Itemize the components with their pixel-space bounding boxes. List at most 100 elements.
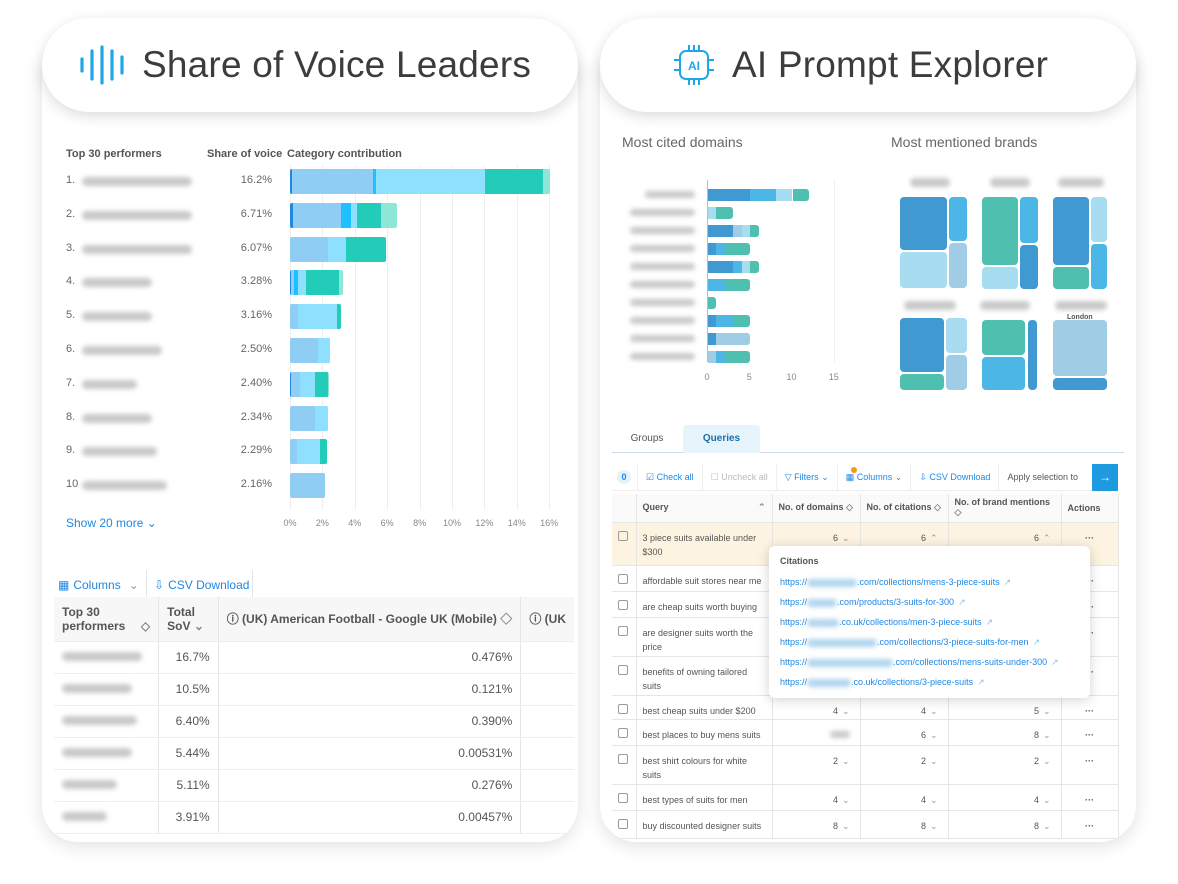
domain-bar[interactable] bbox=[708, 207, 734, 219]
row-checkbox[interactable] bbox=[612, 719, 637, 746]
brand-mentions-cell[interactable]: 8 ⌄ bbox=[948, 719, 1062, 746]
actions-menu-button[interactable]: ··· bbox=[1061, 784, 1119, 811]
uncheck-all-button[interactable]: ☐ Uncheck all bbox=[701, 463, 776, 491]
tab-queries[interactable]: Queries bbox=[683, 425, 760, 453]
checkbox[interactable] bbox=[618, 703, 628, 714]
treemap-cell[interactable] bbox=[1020, 245, 1038, 289]
domain-bar[interactable] bbox=[708, 315, 751, 327]
treemap-cell[interactable] bbox=[900, 252, 947, 288]
citations-cell[interactable]: 6 ⌄ bbox=[860, 719, 949, 746]
citation-link[interactable]: https:// .co.uk/collections/men-3-piece-s… bbox=[780, 612, 1079, 632]
checkbox[interactable] bbox=[618, 530, 628, 541]
treemap-cell[interactable] bbox=[1020, 197, 1038, 243]
treemap-cell[interactable] bbox=[900, 374, 944, 390]
row-checkbox[interactable] bbox=[612, 784, 637, 811]
checkbox[interactable] bbox=[618, 727, 628, 738]
domain-bar[interactable] bbox=[708, 333, 751, 345]
citation-link[interactable]: https:// .com/collections/3-piece-suits-f… bbox=[780, 632, 1079, 652]
treemap-cell[interactable] bbox=[946, 355, 967, 390]
table-row[interactable]: best shirt colours for white suits 2 ⌄ 2 ⌄ 2 ⌄… bbox=[612, 745, 1119, 785]
citation-link[interactable]: https:// .co.uk/collections/3-piece-suits… bbox=[780, 672, 1079, 692]
row-checkbox[interactable] bbox=[612, 591, 637, 618]
treemap-cell[interactable] bbox=[982, 267, 1018, 289]
domain-bar[interactable] bbox=[708, 261, 759, 273]
treemap-cell[interactable] bbox=[982, 197, 1018, 265]
brand-mentions-cell[interactable]: 5 ⌄ bbox=[948, 695, 1062, 720]
row-checkbox[interactable] bbox=[612, 695, 637, 720]
table-row[interactable]: best places to buy mens suits 6 ⌄ 8 ⌄ ··· bbox=[612, 719, 1119, 746]
treemap-cell[interactable] bbox=[1091, 197, 1107, 242]
treemap-cell[interactable] bbox=[900, 197, 947, 250]
checkbox[interactable] bbox=[618, 818, 628, 829]
domain-bar[interactable] bbox=[708, 297, 717, 309]
table-row[interactable]: 16.7% 0.476% bbox=[54, 641, 574, 674]
citation-link[interactable]: https:// .com/products/3-suits-for-300 ↗ bbox=[780, 592, 1079, 612]
domain-bar[interactable] bbox=[708, 279, 751, 291]
treemap-cell[interactable] bbox=[900, 318, 944, 372]
table-row[interactable]: 10.5% 0.121% bbox=[54, 673, 574, 706]
sov-bar[interactable] bbox=[290, 473, 325, 499]
table-row[interactable]: buy discounted designer suits 8 ⌄ 8 ⌄ 8 ⌄ ··· bbox=[612, 810, 1119, 839]
check-all-button[interactable]: ☑ Check all bbox=[637, 463, 702, 491]
checkbox[interactable] bbox=[618, 599, 628, 610]
citations-cell[interactable]: 8 ⌄ bbox=[860, 810, 949, 839]
sov-bar[interactable] bbox=[290, 169, 551, 194]
treemap-cell[interactable] bbox=[982, 357, 1025, 390]
domain-bar[interactable] bbox=[708, 189, 810, 201]
citations-cell[interactable]: 4 ⌄ bbox=[860, 784, 949, 811]
columns-button[interactable]: ▦ Columns ⌄ bbox=[58, 572, 139, 598]
brand-mentions-cell[interactable]: 8 ⌄ bbox=[948, 810, 1062, 839]
table-row[interactable]: 5.11% 0.276% bbox=[54, 769, 574, 802]
th-citations[interactable]: No. of citations ◇ bbox=[860, 494, 949, 523]
th-query[interactable]: Query ⌃ bbox=[636, 494, 773, 523]
treemap-cell[interactable] bbox=[949, 243, 967, 288]
th-brand-mentions[interactable]: No. of brand mentions ◇ bbox=[948, 494, 1062, 523]
table-row[interactable]: 5.44% 0.00531% bbox=[54, 737, 574, 770]
treemap-cell[interactable] bbox=[1028, 320, 1037, 390]
apply-arrow-button[interactable]: → bbox=[1092, 463, 1118, 491]
th-total-sov[interactable]: Total SoV ⌄ bbox=[158, 597, 219, 642]
treemap-cell[interactable] bbox=[1053, 197, 1089, 265]
sov-bar[interactable] bbox=[290, 405, 329, 431]
columns-button[interactable]: ▦ Columns ⌄ bbox=[836, 463, 911, 491]
actions-menu-button[interactable]: ··· bbox=[1061, 695, 1119, 720]
domain-bar[interactable] bbox=[708, 351, 751, 363]
sov-bar[interactable] bbox=[290, 236, 387, 262]
row-checkbox[interactable] bbox=[612, 745, 637, 785]
table-row[interactable]: 3.91% 0.00457% bbox=[54, 801, 574, 834]
sov-bar[interactable] bbox=[290, 304, 342, 330]
csv-download-button[interactable]: ⇩ CSV Download bbox=[154, 572, 249, 598]
domains-cell[interactable]: 4 ⌄ bbox=[772, 695, 861, 720]
treemap-cell[interactable] bbox=[982, 320, 1025, 355]
treemap-cell[interactable] bbox=[949, 197, 967, 241]
brand-mentions-cell[interactable]: 4 ⌄ bbox=[948, 784, 1062, 811]
domains-cell[interactable]: 4 ⌄ bbox=[772, 784, 861, 811]
citation-link[interactable]: https:// .com/collections/mens-3-piece-su… bbox=[780, 572, 1079, 592]
treemap-cell[interactable] bbox=[1091, 244, 1107, 289]
domain-bar[interactable] bbox=[708, 243, 751, 255]
show-more-link[interactable]: Show 20 more ⌄ bbox=[66, 516, 157, 530]
sov-bar[interactable] bbox=[290, 270, 343, 296]
tab-groups[interactable]: Groups bbox=[630, 433, 664, 444]
domain-bar[interactable] bbox=[708, 225, 759, 237]
actions-menu-button[interactable]: ··· bbox=[1061, 810, 1119, 839]
row-checkbox[interactable] bbox=[612, 656, 637, 696]
citation-link[interactable]: https:// .com/collections/mens-suits-unde… bbox=[780, 652, 1079, 672]
checkbox[interactable] bbox=[618, 753, 628, 764]
treemap-cell[interactable] bbox=[1053, 267, 1089, 289]
domains-cell[interactable]: 8 ⌄ bbox=[772, 810, 861, 839]
checkbox[interactable] bbox=[618, 664, 628, 675]
checkbox[interactable] bbox=[618, 792, 628, 803]
treemap-cell[interactable] bbox=[946, 318, 967, 353]
treemap-cell[interactable] bbox=[1053, 320, 1107, 376]
citations-cell[interactable]: 4 ⌄ bbox=[860, 695, 949, 720]
row-checkbox[interactable] bbox=[612, 810, 637, 839]
checkbox[interactable] bbox=[618, 573, 628, 584]
table-row[interactable]: best cheap suits under $200 4 ⌄ 4 ⌄ 5 ⌄ ··· bbox=[612, 695, 1119, 720]
sov-bar[interactable] bbox=[290, 338, 331, 363]
filters-button[interactable]: ▽ Filters ⌄ bbox=[775, 463, 837, 491]
table-row[interactable]: 6.40% 0.390% bbox=[54, 705, 574, 738]
sov-bar[interactable] bbox=[290, 202, 398, 228]
row-checkbox[interactable] bbox=[612, 522, 637, 566]
sov-bar[interactable] bbox=[290, 371, 329, 397]
